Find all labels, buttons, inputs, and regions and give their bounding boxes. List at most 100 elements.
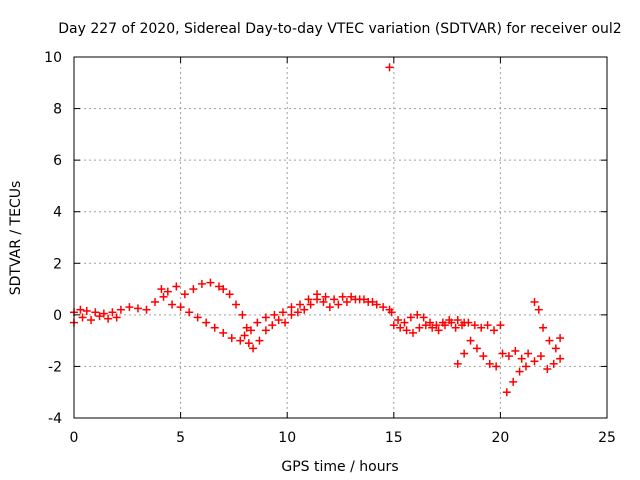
data-point <box>76 305 85 314</box>
data-point <box>261 313 270 322</box>
data-point <box>432 321 441 330</box>
data-point <box>278 308 287 317</box>
data-point <box>402 326 411 335</box>
data-point <box>472 344 481 353</box>
y-tick-label: 2 <box>53 256 62 272</box>
chart-title: Day 227 of 2020, Sidereal Day-to-day VTE… <box>58 21 621 37</box>
data-point <box>379 303 388 312</box>
data-point <box>536 352 545 361</box>
data-point <box>219 285 228 294</box>
data-point <box>163 287 172 296</box>
data-point <box>426 318 435 327</box>
data-point <box>116 305 125 314</box>
data-point <box>189 285 198 294</box>
data-point <box>176 303 185 312</box>
y-axis-label: SDTVAR / TECUs <box>8 181 24 296</box>
data-point <box>108 308 117 317</box>
data-point <box>91 308 100 317</box>
data-point <box>281 318 290 327</box>
x-tick-label: 5 <box>176 430 185 446</box>
data-point <box>253 318 262 327</box>
data-point <box>261 326 270 335</box>
data-point <box>287 310 296 319</box>
data-point <box>413 310 422 319</box>
data-point <box>268 321 277 330</box>
data-point <box>82 306 91 315</box>
data-point <box>460 349 469 358</box>
data-point <box>351 295 360 304</box>
data-point <box>342 297 351 306</box>
axis-ticks <box>73 56 608 419</box>
data-point <box>543 365 552 374</box>
x-axis-label: GPS time / hours <box>281 459 398 475</box>
data-point <box>502 388 511 397</box>
data-point <box>477 323 486 332</box>
data-point <box>428 323 437 332</box>
data-point <box>347 292 356 301</box>
y-tick-label: 8 <box>53 102 62 118</box>
data-point <box>545 336 554 345</box>
data-point <box>214 282 223 291</box>
data-points <box>70 63 565 397</box>
data-point <box>556 334 565 343</box>
y-tick-label: -2 <box>48 359 62 375</box>
data-point <box>372 300 381 309</box>
data-point <box>504 352 513 361</box>
grid <box>74 57 607 418</box>
data-point <box>334 300 343 309</box>
data-point <box>421 321 430 330</box>
data-point <box>180 290 189 299</box>
data-point <box>313 295 322 304</box>
data-point <box>396 323 405 332</box>
data-point <box>240 331 249 340</box>
data-point <box>517 354 526 363</box>
y-tick-labels: -4 -2 0 2 4 6 8 10 <box>44 50 62 427</box>
data-point <box>321 292 330 301</box>
data-point <box>490 326 499 335</box>
data-point <box>551 344 560 353</box>
data-point <box>236 336 245 345</box>
data-point <box>453 359 462 368</box>
data-point <box>104 314 113 323</box>
data-point <box>193 313 202 322</box>
data-point <box>133 304 142 313</box>
data-point <box>524 349 533 358</box>
data-point <box>479 352 488 361</box>
data-point <box>453 316 462 325</box>
data-point <box>440 321 449 330</box>
data-point <box>549 359 558 368</box>
data-point <box>157 285 166 294</box>
data-point <box>338 292 347 301</box>
data-point <box>300 305 309 314</box>
data-point <box>227 334 236 343</box>
data-point <box>466 336 475 345</box>
data-point <box>255 336 264 345</box>
x-tick-label: 25 <box>598 430 616 446</box>
data-point <box>434 326 443 335</box>
y-tick-label: -4 <box>48 411 62 427</box>
data-point <box>325 303 334 312</box>
plot-frame <box>73 56 608 419</box>
data-point <box>400 318 409 327</box>
data-point <box>202 318 211 327</box>
data-point <box>78 313 87 322</box>
data-point <box>249 344 258 353</box>
x-tick-label: 0 <box>70 430 79 446</box>
data-point <box>306 300 315 309</box>
data-point <box>534 305 543 314</box>
data-point <box>530 297 539 306</box>
data-point <box>225 290 234 299</box>
data-point <box>521 362 530 371</box>
data-point <box>287 303 296 312</box>
data-point <box>451 323 460 332</box>
data-point <box>460 318 469 327</box>
data-point <box>330 295 339 304</box>
data-point <box>368 297 377 306</box>
y-tick-label: 4 <box>53 205 62 221</box>
data-point <box>125 303 134 312</box>
data-point <box>219 328 228 337</box>
data-point <box>485 359 494 368</box>
data-point <box>498 349 507 358</box>
data-point <box>159 292 168 301</box>
